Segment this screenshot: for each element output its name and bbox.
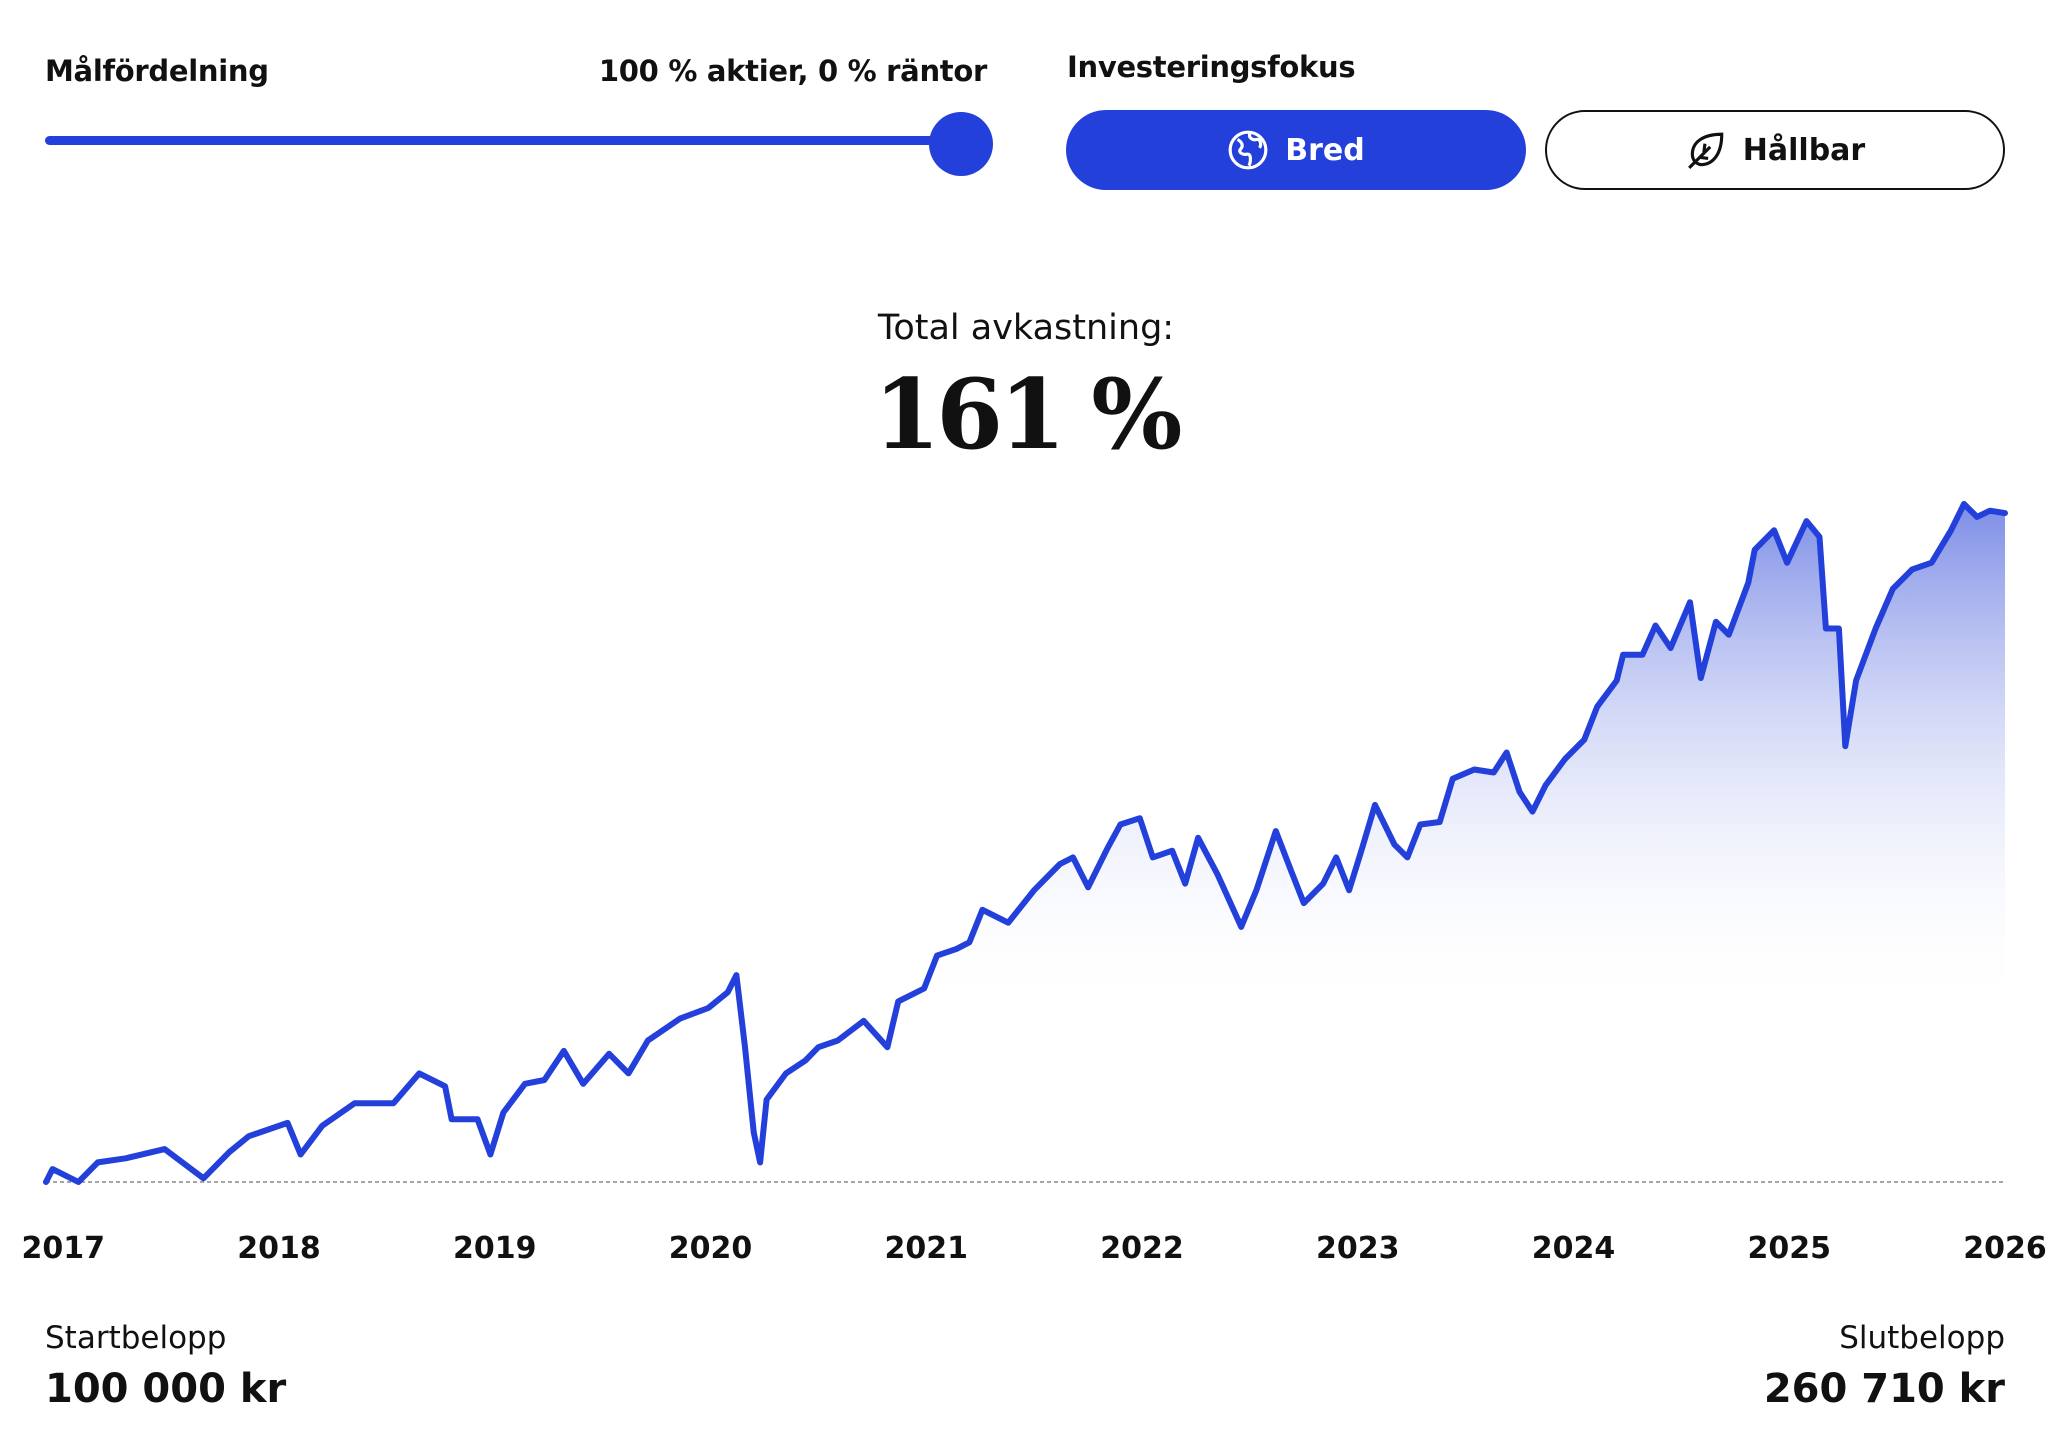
x-tick-label: 2025 [1748,1231,1832,1266]
x-tick-label: 2021 [885,1231,969,1266]
focus-hallbar-button[interactable]: Hållbar [1545,110,2005,190]
end-amount-label: Slutbelopp [1839,1320,2005,1356]
x-tick-label: 2020 [669,1231,753,1266]
return-series-line [43,501,2008,1185]
return-area-fill [46,504,2005,1182]
allocation-slider-track[interactable] [45,136,961,145]
total-return-label: Total avkastning: [877,308,1175,348]
x-tick-label: 2022 [1100,1231,1184,1266]
leaf-icon [1687,132,1724,169]
focus-hallbar-label: Hållbar [1742,132,1866,168]
focus-label: Investeringsfokus [1067,50,1356,84]
x-tick-label: 2023 [1316,1231,1400,1266]
x-tick-label: 2018 [237,1231,321,1266]
allocation-value: 100 % aktier, 0 % räntor [598,54,987,88]
end-amount-value: 260 710 kr [1763,1366,2005,1412]
allocation-label: Målfördelning [45,54,269,88]
x-tick-label: 2024 [1532,1231,1616,1266]
allocation-slider-thumb[interactable] [929,112,993,176]
x-tick-label: 2026 [1963,1231,2047,1266]
x-tick-label: 2017 [22,1231,106,1266]
focus-bred-label: Bred [1285,132,1365,168]
total-return-value: 161 % [873,358,1182,471]
start-amount-value: 100 000 kr [45,1366,287,1412]
x-tick-label: 2019 [453,1231,537,1266]
start-amount-label: Startbelopp [45,1320,227,1356]
focus-bred-button[interactable]: Bred [1066,110,1526,190]
globe-icon [1228,130,1268,170]
